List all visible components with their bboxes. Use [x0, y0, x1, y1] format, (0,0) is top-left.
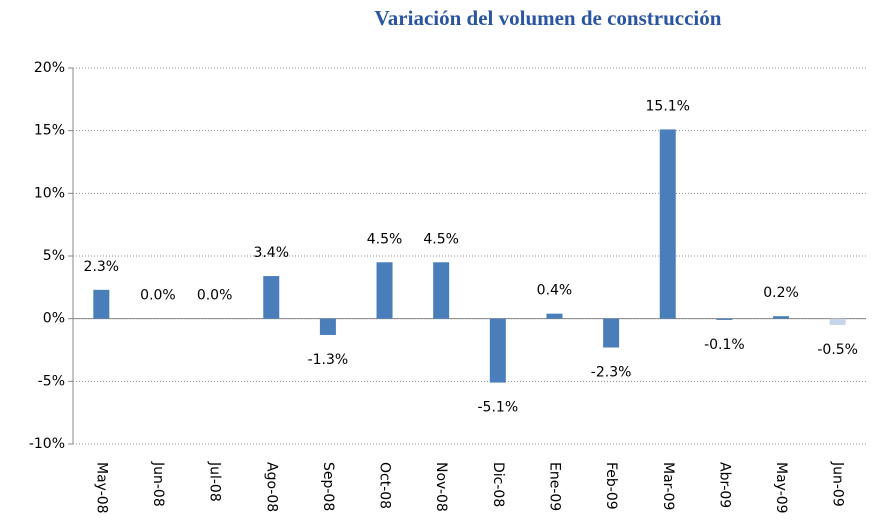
x-tick-label: Nov-08 — [433, 462, 449, 512]
y-tick-label: 10% — [34, 185, 65, 201]
x-tick-label: Jun-09 — [830, 461, 846, 507]
y-tick-label: 15% — [34, 123, 65, 139]
value-label: -2.3% — [591, 364, 632, 380]
x-tick-label: Jul-08 — [207, 461, 223, 502]
value-label: 15.1% — [646, 98, 690, 114]
bar — [716, 318, 733, 320]
value-label: 2.3% — [84, 259, 120, 275]
value-label: 0.2% — [763, 285, 799, 301]
bar — [93, 289, 110, 319]
value-label: 3.4% — [253, 245, 289, 261]
x-tick-label: Mar-09 — [660, 462, 676, 510]
x-tick-label: Sep-08 — [320, 462, 336, 511]
bar — [773, 316, 790, 319]
value-label: -0.1% — [704, 337, 745, 353]
value-label: -5.1% — [478, 400, 519, 416]
x-tick-label: Ene-09 — [546, 462, 562, 511]
bar — [263, 276, 280, 319]
x-tick-label: May-08 — [93, 462, 109, 514]
x-tick-label: Abr-09 — [716, 462, 732, 508]
value-label: -1.3% — [308, 352, 349, 368]
y-tick-label: 20% — [34, 60, 65, 76]
bar — [319, 318, 336, 335]
bar — [489, 318, 506, 383]
x-tick-label: Dic-08 — [490, 462, 506, 507]
x-tick-label: May-09 — [773, 462, 789, 514]
x-tick-label: Feb-09 — [603, 462, 619, 510]
value-label: 0.0% — [140, 288, 176, 304]
bar — [433, 262, 450, 319]
value-label: 4.5% — [367, 231, 403, 247]
bar — [829, 318, 846, 325]
y-tick-label: -5% — [38, 373, 65, 389]
chart-title: Variación del volumen de construcción — [375, 6, 722, 30]
value-label: 0.0% — [197, 288, 233, 304]
x-tick-label: Oct-08 — [377, 462, 393, 509]
value-label: -0.5% — [817, 342, 858, 358]
value-label: 0.4% — [537, 283, 573, 299]
bar — [376, 262, 393, 319]
x-tick-label: Ago-08 — [263, 462, 279, 512]
bar — [603, 318, 620, 348]
y-tick-label: -10% — [29, 436, 65, 452]
bar — [546, 313, 563, 319]
x-tick-label: Jun-08 — [150, 461, 166, 507]
y-tick-label: 0% — [43, 311, 65, 327]
y-tick-label: 5% — [43, 248, 65, 264]
value-label: 4.5% — [423, 231, 459, 247]
bar — [659, 129, 676, 319]
